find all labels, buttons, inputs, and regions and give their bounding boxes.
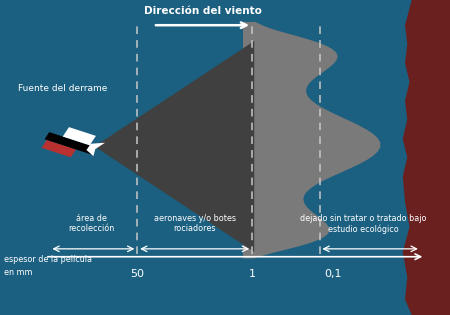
Text: área de
recolección: área de recolección — [68, 214, 114, 233]
Polygon shape — [403, 0, 450, 315]
Text: en mm: en mm — [4, 268, 33, 277]
Text: espesor de la película: espesor de la película — [4, 255, 93, 264]
Polygon shape — [86, 143, 105, 156]
Polygon shape — [63, 127, 96, 145]
Text: 1: 1 — [248, 269, 256, 279]
Text: Dirección del viento: Dirección del viento — [144, 6, 261, 16]
Text: 0,1: 0,1 — [324, 269, 342, 279]
Polygon shape — [243, 22, 380, 258]
Polygon shape — [41, 140, 76, 157]
Text: 50: 50 — [130, 269, 144, 279]
Text: Fuente del derrame: Fuente del derrame — [18, 84, 108, 93]
Polygon shape — [94, 41, 254, 252]
Text: dejado sin tratar o tratado bajo
estudio ecológico: dejado sin tratar o tratado bajo estudio… — [300, 214, 427, 234]
Polygon shape — [45, 132, 96, 155]
Text: aeronaves y/o botes
rociadores: aeronaves y/o botes rociadores — [153, 214, 236, 233]
